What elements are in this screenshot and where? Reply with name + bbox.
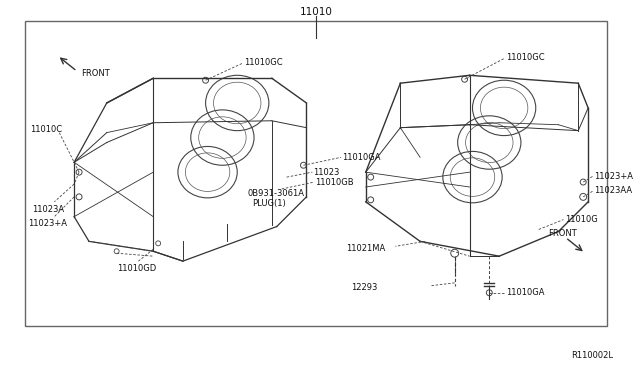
Text: PLUG(1): PLUG(1) <box>252 199 286 208</box>
Text: 11021MA: 11021MA <box>346 244 385 253</box>
Text: 11010G: 11010G <box>565 215 598 224</box>
Text: 11023: 11023 <box>314 168 340 177</box>
Text: R110002L: R110002L <box>571 350 613 359</box>
Text: 11023+A: 11023+A <box>594 171 633 181</box>
Text: FRONT: FRONT <box>548 229 577 238</box>
Text: 12293: 12293 <box>351 283 378 292</box>
Text: 11010: 11010 <box>300 7 333 17</box>
Text: 0B931-3061A: 0B931-3061A <box>247 189 304 198</box>
Text: 11010GB: 11010GB <box>316 177 354 186</box>
Text: 11023AA: 11023AA <box>594 186 632 195</box>
Text: 11010GC: 11010GC <box>506 53 545 62</box>
Bar <box>26 20 607 326</box>
Text: 11010GD: 11010GD <box>116 263 156 273</box>
Text: FRONT: FRONT <box>81 69 110 78</box>
Text: 11010C: 11010C <box>29 125 62 134</box>
Text: 11010GC: 11010GC <box>244 58 283 67</box>
Text: 11010GA: 11010GA <box>342 153 381 162</box>
Text: 11023+A: 11023+A <box>28 219 67 228</box>
Text: 11010GA: 11010GA <box>506 288 545 297</box>
Text: 11023A: 11023A <box>31 205 64 214</box>
